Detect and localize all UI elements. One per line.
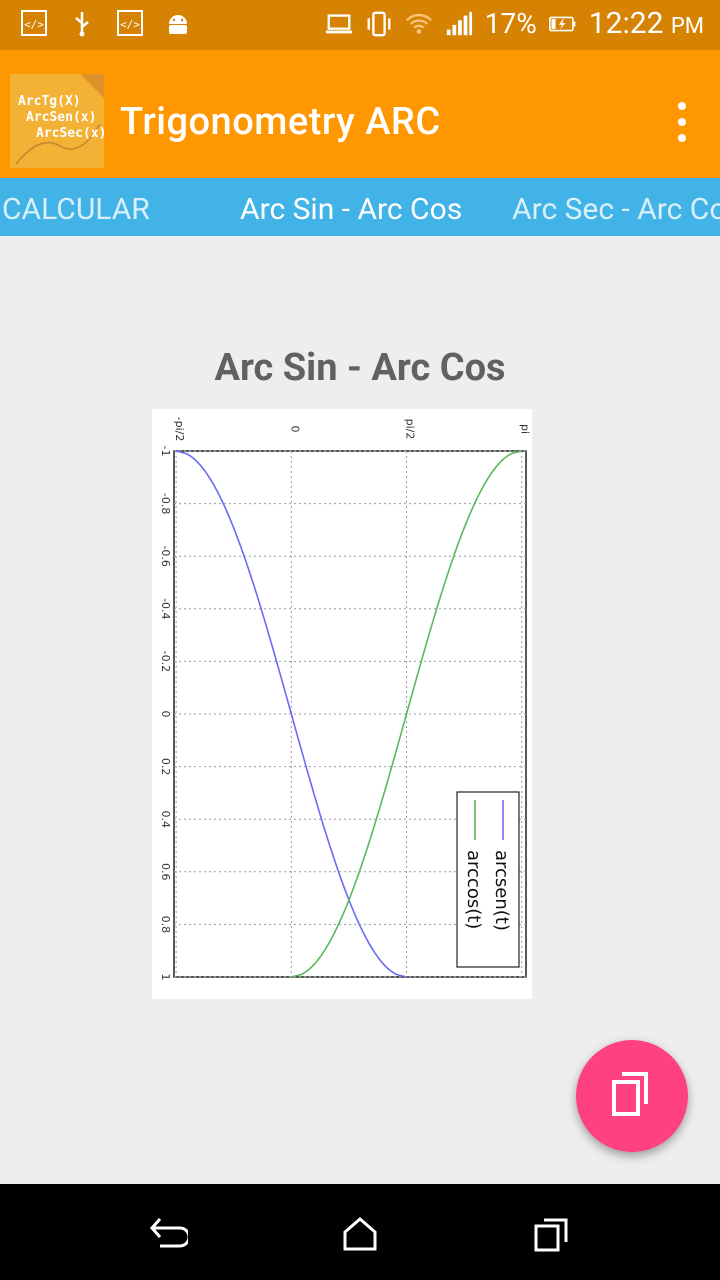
y-tick-label: -pi/2 [173, 417, 186, 442]
x-tick-label: 0.8 [159, 916, 172, 934]
x-tick-label: 0.6 [159, 863, 172, 881]
y-tick-label: pi [519, 424, 532, 434]
svg-text:</>: </> [24, 18, 44, 31]
x-tick-label: -0.8 [159, 493, 172, 514]
tab-arc-sec-arc-cosec[interactable]: Arc Sec - Arc Cosec [512, 192, 720, 227]
navigation-bar [0, 1184, 720, 1280]
usb-icon [68, 9, 96, 37]
vibrate-icon [365, 10, 393, 38]
app-logo-text: ArcTg(X) ArcSen(x) ArcSec(x) [18, 94, 107, 141]
code-icon: </> [116, 9, 144, 37]
copy-icon [610, 1070, 654, 1122]
app-bar: ArcTg(X) ArcSen(x) ArcSec(x) Trigonometr… [0, 50, 720, 178]
tab-bar: CALCULAR Arc Sin - Arc Cos Arc Sec - Arc… [0, 178, 720, 236]
tab-arc-sin-arc-cos[interactable]: Arc Sin - Arc Cos [240, 192, 463, 227]
x-tick-label: 0.2 [159, 758, 172, 776]
wifi-icon [405, 10, 433, 38]
battery-charging-icon [548, 10, 577, 38]
code-icon: </> [20, 9, 48, 37]
back-icon[interactable] [148, 1214, 188, 1254]
legend-box [456, 791, 520, 968]
battery-percent: 17% [484, 7, 537, 40]
y-tick-label: 0 [288, 426, 301, 433]
x-tick-label: 0 [159, 711, 172, 718]
tab-calcular[interactable]: CALCULAR [2, 192, 150, 227]
page-title: Arc Sin - Arc Cos [214, 346, 506, 390]
android-icon [164, 9, 192, 37]
overflow-menu-icon[interactable] [672, 102, 692, 142]
legend-label: arcsen(t) [491, 850, 512, 931]
chart-image: -1 -0.8 -0.6 -0.4 -0.2 0 0.2 0.4 0.6 0.8 1 -pi/2 0 pi… [152, 409, 532, 999]
x-tick-label: -0.4 [159, 598, 172, 619]
home-icon[interactable] [340, 1214, 380, 1254]
x-tick-label: 1 [159, 974, 172, 981]
series-line-arcsen [175, 450, 407, 978]
series-line-arccos [291, 450, 522, 978]
x-tick-label: 0.4 [159, 810, 172, 828]
x-tick-label: -0.2 [159, 651, 172, 672]
app-title: Trigonometry ARC [120, 100, 441, 144]
y-tick-label: pi/2 [404, 419, 417, 440]
x-tick-label: -0.6 [159, 545, 172, 566]
status-bar: </> </> 17% 12:22 PM [0, 0, 720, 50]
arcsin-arccos-chart: -1 -0.8 -0.6 -0.4 -0.2 0 0.2 0.4 0.6 0.8 1 -pi/2 0 pi… [159, 417, 532, 981]
x-tick-label: -1 [159, 446, 172, 457]
legend-label: arccos(t) [463, 850, 484, 929]
app-logo: ArcTg(X) ArcSen(x) ArcSec(x) [10, 74, 107, 168]
recents-icon[interactable] [532, 1214, 572, 1254]
signal-icon [445, 10, 473, 38]
copy-button[interactable] [576, 1040, 688, 1152]
clock: 12:22 PM [588, 6, 704, 41]
svg-text:</>: </> [120, 18, 140, 31]
laptop-icon [325, 10, 353, 38]
